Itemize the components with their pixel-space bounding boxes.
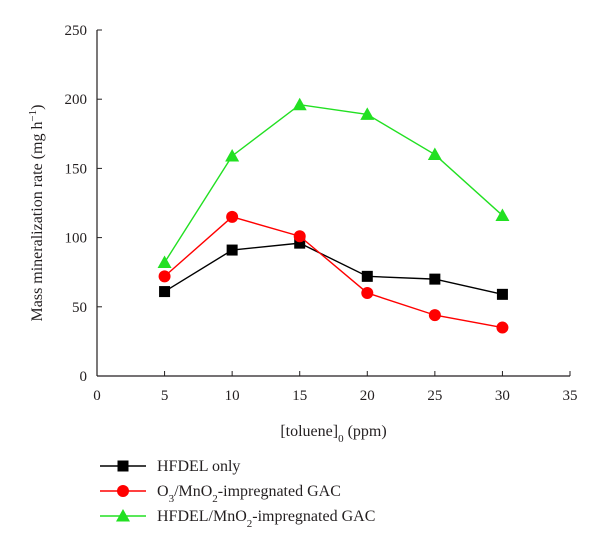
y-axis-title: Mass mineralization rate (mg h−1) (27, 105, 46, 322)
series-line (164, 242, 503, 296)
legend-entry-2: HFDEL/MnO2-impregnated GAC (100, 508, 375, 530)
series-2 (157, 97, 510, 269)
y-tick-label: 150 (65, 161, 88, 177)
x-tick-label: 30 (495, 388, 510, 404)
data-point (495, 208, 510, 221)
data-point (157, 255, 172, 269)
data-point (292, 97, 307, 111)
data-point (226, 210, 239, 223)
data-point (159, 286, 171, 298)
x-axis-title: [toluene]0 (ppm) (280, 423, 386, 445)
data-point (496, 288, 508, 300)
series-line (164, 216, 503, 329)
x-tick-label: 20 (360, 388, 375, 404)
x-tick-label: 0 (93, 388, 101, 404)
y-tick-label: 250 (65, 23, 88, 39)
data-point (158, 270, 171, 283)
data-point (294, 237, 306, 249)
x-tick-label: 10 (225, 388, 240, 404)
series-layer (157, 97, 510, 334)
legend-entry-0: HFDEL only (100, 458, 240, 475)
data-point (361, 270, 373, 282)
x-tick-label: 25 (427, 388, 442, 404)
legend-label: HFDEL only (157, 458, 240, 475)
data-point (429, 273, 441, 285)
legend-marker (117, 485, 129, 497)
data-point (427, 147, 442, 161)
legend: HFDEL only O3/MnO2-impregnated GAC HFDEL/M… (100, 458, 375, 530)
series-0 (159, 237, 508, 300)
legend-label: HFDEL/MnO2-impregnated GAC (157, 508, 375, 530)
y-tick-label: 200 (65, 92, 88, 108)
y-tick-label: 100 (65, 231, 88, 247)
legend-marker (117, 460, 129, 472)
y-tick-label: 50 (72, 300, 87, 316)
data-point (496, 321, 509, 334)
data-point (428, 309, 441, 322)
axes: 0 5 10 15 20 25 30 35 0 50 100 150 200 250 [toluene]0 … (27, 23, 578, 445)
data-point (293, 230, 306, 243)
y-tick-label: 0 (80, 369, 88, 385)
x-tick-label: 35 (563, 388, 578, 404)
data-point (361, 286, 374, 299)
data-point (226, 244, 238, 256)
legend-label: O3/MnO2-impregnated GAC (157, 483, 341, 505)
series-1 (158, 210, 509, 334)
data-point (225, 148, 240, 162)
series-line (163, 104, 503, 263)
x-tick-label: 5 (161, 388, 169, 404)
data-point (360, 107, 375, 120)
legend-marker (116, 509, 130, 522)
legend-entry-1: O3/MnO2-impregnated GAC (100, 483, 341, 505)
x-tick-label: 15 (292, 388, 307, 404)
